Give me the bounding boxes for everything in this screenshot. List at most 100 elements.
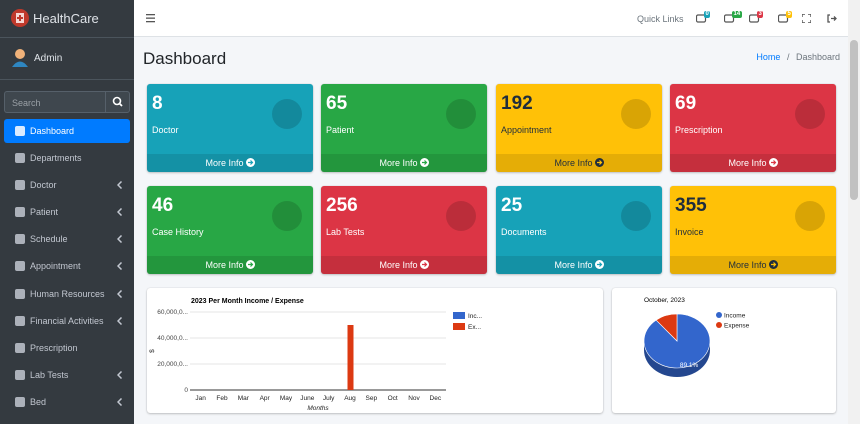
card-icon	[621, 99, 651, 129]
stat-card: 355 Invoice More Info	[670, 186, 836, 274]
menu-icon-shape	[15, 180, 25, 190]
menu-item[interactable]: Patient	[4, 200, 130, 224]
x-tick-label: May	[280, 395, 293, 402]
card-link: More Info	[205, 158, 244, 168]
logout-icon[interactable]	[827, 14, 837, 23]
menu-icon-shape	[15, 261, 25, 271]
menu-icon-shape	[15, 370, 25, 380]
nav-icon[interactable]	[749, 14, 760, 24]
menu-icon	[15, 316, 25, 326]
user-panel[interactable]: Admin	[0, 38, 134, 80]
menu-icon	[15, 261, 25, 271]
y-tick-label: 0	[184, 387, 188, 394]
pie-chart: October, 2023 89.1% Income Expense	[643, 297, 750, 377]
menu-icon	[15, 234, 25, 244]
menu-icon-shape	[15, 397, 25, 407]
menu-item[interactable]: Prescription	[4, 336, 130, 360]
chart-title: October, 2023	[644, 297, 685, 304]
legend-label: Inc...	[468, 313, 482, 320]
card-value: 46	[152, 195, 174, 216]
nav-icon-shape	[724, 14, 735, 23]
menu-item[interactable]: Doctor	[4, 173, 130, 197]
bar-chart: 2023 Per Month Income / Expense 0 20,000,0…	[149, 298, 482, 412]
card-link-icon	[768, 158, 778, 167]
card-icon-shape	[621, 201, 651, 231]
chevron-path	[117, 290, 123, 298]
card-icon	[446, 201, 476, 231]
card-icon	[795, 201, 825, 231]
arrow	[421, 262, 427, 267]
card-footer[interactable]: More Info	[147, 256, 313, 274]
menu-icon-shape	[15, 343, 25, 353]
x-tick-label: Nov	[408, 395, 420, 402]
card-label: Doctor	[152, 125, 179, 135]
search-icon	[112, 96, 123, 107]
card-footer[interactable]: More Info	[321, 154, 487, 172]
card-icon-shape	[621, 99, 651, 129]
x-tick-label: June	[300, 395, 314, 402]
menu-label: Financial Activities	[30, 316, 104, 326]
stat-card: 69 Prescription More Info	[670, 84, 836, 172]
arrow	[247, 160, 253, 165]
x-tick-label: Dec	[430, 395, 442, 402]
card-icon-shape	[272, 201, 302, 231]
card-icon-shape	[795, 201, 825, 231]
brand[interactable]: HealthCare	[0, 0, 134, 38]
menu-label: Prescription	[30, 343, 78, 353]
card-footer[interactable]: More Info	[670, 154, 836, 172]
menu-toggle[interactable]	[146, 14, 156, 23]
nav-icon[interactable]	[724, 14, 735, 24]
menu-icon-shape	[15, 234, 25, 244]
chevron-path	[117, 317, 123, 325]
page-title: Dashboard	[143, 49, 227, 68]
menu-chevron	[117, 181, 123, 189]
brand-logo	[11, 9, 29, 27]
card-footer[interactable]: More Info	[496, 256, 662, 274]
menu-label: Lab Tests	[30, 370, 69, 380]
breadcrumb: Home / Dashboard	[756, 52, 840, 62]
nav-icon[interactable]	[778, 14, 789, 24]
nav-icon[interactable]	[696, 14, 707, 24]
card-link: More Info	[379, 260, 418, 270]
card-label: Invoice	[675, 227, 704, 237]
menu-icon	[15, 207, 25, 217]
menu-chevron	[117, 317, 123, 325]
menu-item[interactable]: Financial Activities	[4, 309, 130, 333]
card-label: Appointment	[501, 125, 552, 135]
search-button[interactable]	[105, 91, 130, 113]
card-link-icon	[594, 260, 604, 269]
menu-item[interactable]: Dashboard	[4, 119, 130, 143]
quick-links[interactable]: Quick Links	[637, 14, 684, 24]
x-tick-label: July	[323, 395, 335, 402]
card-icon	[446, 99, 476, 129]
menu-item[interactable]: Lab Tests	[4, 363, 130, 387]
card-value: 256	[326, 195, 358, 216]
menu-item[interactable]: Appointment	[4, 254, 130, 278]
menu-item[interactable]: Human Resources	[4, 282, 130, 306]
scrollbar-thumb[interactable]	[850, 40, 858, 200]
arrow	[596, 262, 602, 267]
y-axis-label: $	[149, 349, 156, 353]
sidebar: HealthCare Admin Search Dashboard Departm…	[0, 0, 134, 424]
card-footer[interactable]: More Info	[321, 256, 487, 274]
card-footer[interactable]: More Info	[670, 256, 836, 274]
card-label: Case History	[152, 227, 204, 237]
menu-item[interactable]: Bed	[4, 390, 130, 414]
fullscreen-icon[interactable]	[802, 14, 811, 23]
menu-icon	[15, 126, 25, 136]
menu-icon-shape	[15, 126, 25, 136]
chevron-path	[117, 262, 123, 270]
x-tick-label: Oct	[388, 395, 398, 402]
card-icon	[272, 99, 302, 129]
card-footer[interactable]: More Info	[147, 154, 313, 172]
card-footer[interactable]: More Info	[496, 154, 662, 172]
breadcrumb-link[interactable]: Home	[756, 52, 781, 62]
search-input[interactable]: Search	[4, 91, 105, 113]
menu-item[interactable]: Schedule	[4, 227, 130, 251]
search-placeholder: Search	[12, 98, 41, 108]
chevron-path	[117, 208, 123, 216]
menu-label: Human Resources	[30, 289, 105, 299]
menu-item[interactable]: Departments	[4, 146, 130, 170]
legend-label: Expense	[724, 323, 750, 330]
